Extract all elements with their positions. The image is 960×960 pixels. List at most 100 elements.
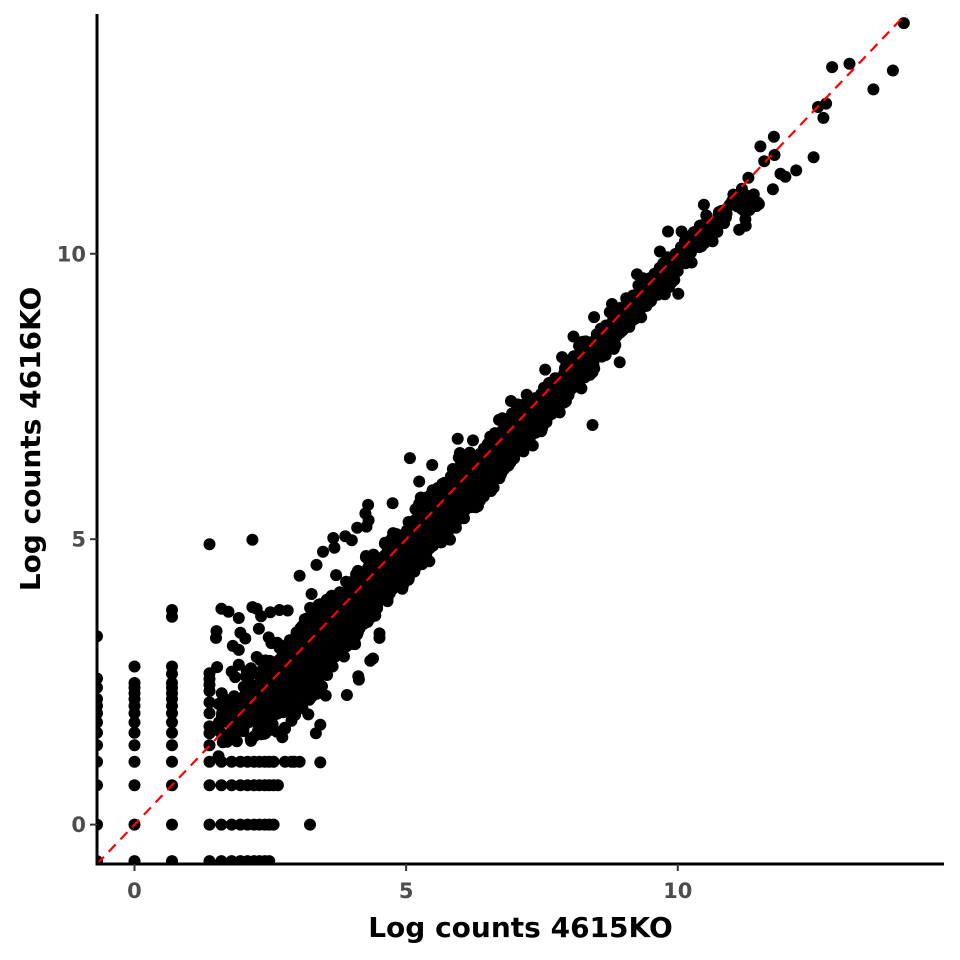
data-point [128,726,141,739]
data-point [351,596,363,609]
data-point [386,497,399,510]
data-point [252,622,265,635]
data-point [265,637,278,650]
data-point [653,285,666,298]
data-point [203,685,216,697]
data-point [317,607,329,620]
data-point [790,164,803,177]
data-point [203,779,216,792]
data-point [299,668,312,681]
data-point [426,459,439,471]
x-tick-label: 10 [663,879,692,903]
data-point [309,727,322,740]
data-point [166,716,178,729]
data-point [505,395,517,407]
data-point [640,294,653,307]
data-point [609,339,622,352]
data-point [339,530,352,543]
data-point [510,425,523,438]
y-tick-label: 10 [57,242,86,266]
data-point [381,550,394,563]
data-point [696,219,709,232]
data-point [381,591,394,604]
data-point [504,456,517,469]
data-point [572,362,585,375]
data-point [360,520,373,533]
data-point [450,497,463,510]
data-point [588,311,601,324]
data-point [166,855,178,864]
data-point [539,363,552,376]
data-point [726,195,739,208]
data-point [662,225,674,238]
data-point [271,779,284,792]
data-point [426,536,439,548]
data-point [326,644,338,657]
data-point [556,351,569,364]
data-point [613,356,626,369]
data-point [264,606,277,619]
data-point [305,690,318,703]
data-point [364,654,377,667]
data-point [215,602,228,615]
data-point [300,677,313,690]
x-axis-title: Log counts 4615KO [368,911,673,944]
data-point [469,468,482,481]
data-point [128,855,141,864]
data-point [665,276,678,289]
data-point [843,57,856,70]
data-point [767,130,780,143]
data-point [203,755,216,768]
data-point [365,605,378,618]
data-point [215,755,228,768]
data-point [166,818,178,831]
data-point [302,708,315,721]
data-point [414,491,427,504]
data-point [635,311,648,324]
data-point [283,643,296,656]
data-point [807,151,820,164]
data-point [166,726,178,739]
data-point [766,183,779,196]
data-point [751,196,764,209]
data-point [467,434,479,447]
data-point [367,548,380,561]
data-point [826,61,839,74]
data-point [351,628,364,641]
data-point [276,731,289,744]
data-point [886,64,899,77]
data-point [692,235,705,248]
data-point [581,352,594,365]
data-point [230,735,243,748]
data-point [335,647,348,660]
data-point [271,661,284,674]
data-point [817,111,830,124]
data-point [239,632,252,645]
data-point [166,755,178,768]
data-point [215,779,228,792]
data-point [351,521,364,534]
data-point [166,660,178,673]
data-point [402,572,415,585]
data-point [359,507,372,520]
data-points [97,17,910,864]
data-point [413,475,426,488]
data-point [443,508,456,521]
data-point [166,604,178,616]
data-point [274,688,287,701]
data-point [267,697,280,710]
x-tick-label: 5 [399,879,414,903]
data-point [363,577,376,590]
data-point [373,584,386,597]
identity-reference-line [97,14,907,864]
data-point [267,818,280,831]
data-point [128,739,141,752]
data-point [327,532,340,544]
data-point [242,681,255,694]
data-point [668,253,680,266]
data-point [225,818,238,831]
data-point [250,651,263,663]
y-axis-ticks: 0 5 10 [57,242,97,837]
data-point [389,541,402,554]
data-point [293,685,306,698]
